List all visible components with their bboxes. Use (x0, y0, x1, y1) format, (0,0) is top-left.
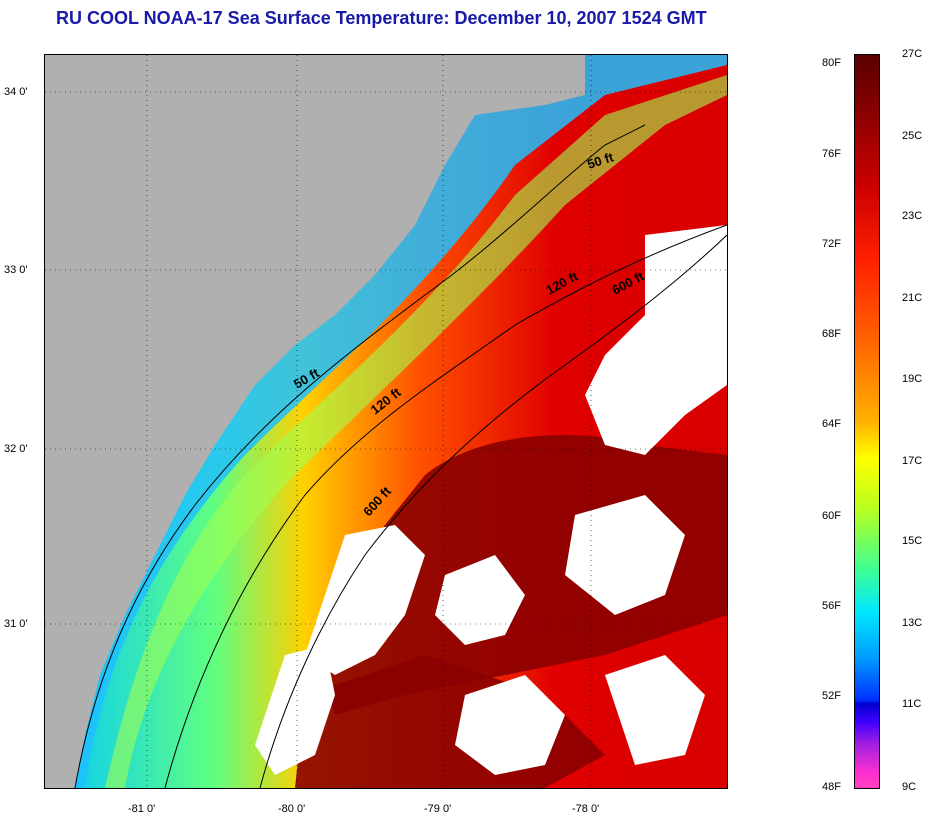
lon-label-81: -81 0' (128, 803, 156, 815)
colorbar-f-68: 68F (822, 328, 841, 340)
isobath-600ft-line (259, 234, 727, 788)
cloud-patch-south (455, 675, 565, 775)
colorbar-c-13: 13C (902, 617, 923, 629)
colorbar-c-9: 9C (902, 781, 917, 793)
colorbar-f-60: 60F (822, 510, 841, 522)
colorbar-c-25: 25C (902, 130, 923, 142)
colorbar-c-11: 11C (902, 698, 922, 710)
colorbar-c-19: 19C (902, 373, 923, 385)
graticule (45, 55, 727, 788)
colorbar-c-15: 15C (902, 535, 923, 547)
lat-label-31: 31 0' (4, 618, 28, 630)
cloud-patch-southwest (255, 645, 335, 775)
colorbar-f-52: 52F (822, 690, 841, 702)
isobath-120ft-line (164, 224, 727, 788)
lon-label-78: -78 0' (572, 803, 600, 815)
colorbar-c-17: 17C (902, 455, 923, 467)
colorbar-f-64: 64F (822, 418, 841, 430)
lat-label-33: 33 0' (4, 264, 28, 276)
cloud-patch-southeast (605, 655, 705, 765)
colorbar-f-56: 56F (822, 600, 841, 612)
lon-label-79: -79 0' (424, 803, 452, 815)
colorbar-c-27: 27C (902, 48, 923, 60)
colorbar-f-72: 72F (822, 238, 841, 250)
colorbar-f-76: 76F (822, 148, 841, 160)
colorbar-f-80: 80F (822, 57, 841, 69)
lat-label-34: 34 0' (4, 86, 28, 98)
cloud-patch-central (305, 525, 425, 675)
sst-map: 50 ft 50 ft 120 ft 120 ft 600 ft 600 ft (44, 54, 728, 789)
land-area (45, 55, 585, 788)
temperature-colorbar (854, 54, 880, 789)
isobath-50ft-line (74, 124, 646, 788)
cloud-patch-east (565, 495, 685, 615)
colorbar-c-21: 21C (902, 292, 923, 304)
colorbar-c-23: 23C (902, 210, 923, 222)
cloud-patch-northeast (585, 225, 727, 455)
colorbar-f-48: 48F (822, 781, 841, 793)
cloud-patch-center-east (435, 555, 525, 645)
lon-label-80: -80 0' (278, 803, 306, 815)
lat-label-32: 32 0' (4, 443, 28, 455)
map-title: RU COOL NOAA-17 Sea Surface Temperature:… (56, 8, 707, 28)
